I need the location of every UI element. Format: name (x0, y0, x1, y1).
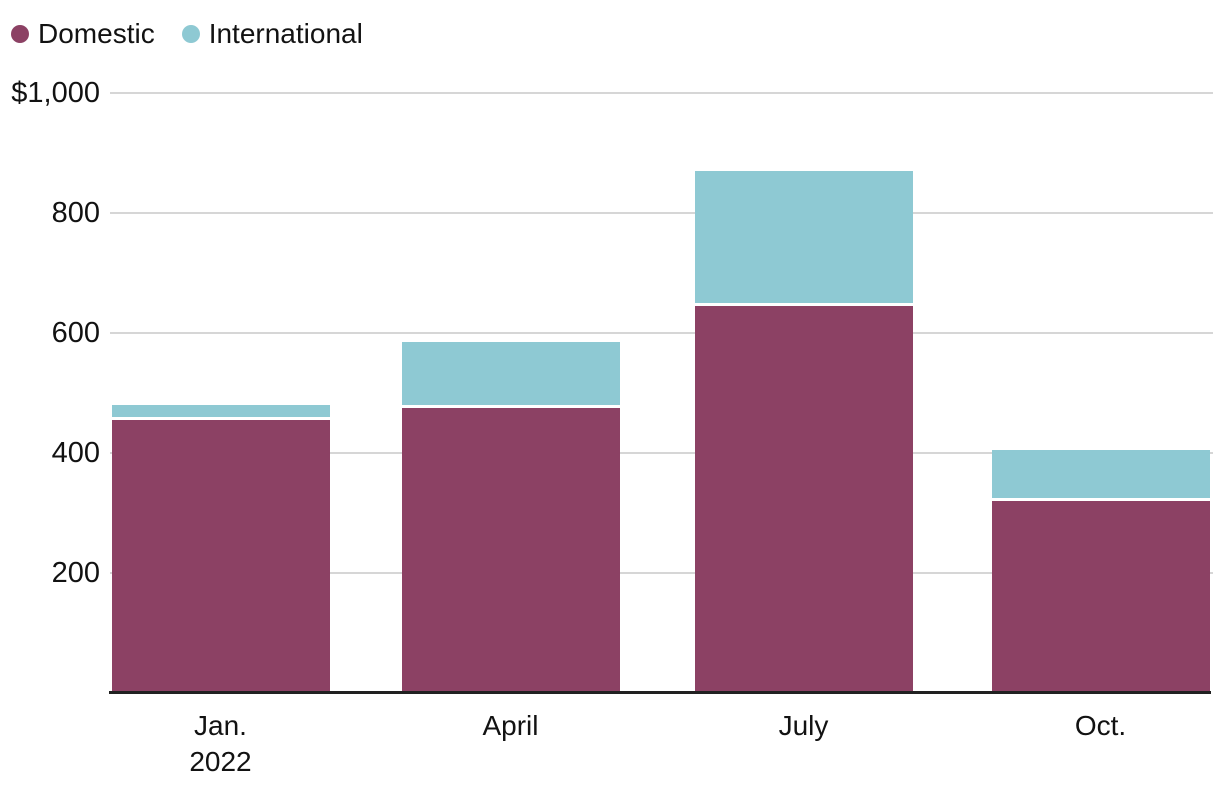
bar-domestic-oct (991, 501, 1210, 693)
x-tick-label-april: April (482, 710, 539, 741)
legend-swatch-icon (181, 24, 200, 43)
gridline-400 (110, 452, 1213, 454)
bar-international-july (694, 171, 913, 306)
gridline-200 (110, 572, 1213, 574)
y-tick-label-800: 800 (51, 197, 100, 229)
legend-item-domestic: Domestic (11, 17, 155, 50)
bar-international-jan (111, 405, 330, 420)
x-axis-line (109, 691, 1211, 694)
bar-domestic-july (694, 306, 913, 693)
gridline-800 (110, 212, 1213, 214)
bar-domestic-april (401, 408, 620, 693)
y-tick-label-400: 400 (51, 437, 100, 469)
y-tick-label-200: 200 (51, 557, 100, 589)
y-tick-label-1000: $1,000 (11, 77, 100, 109)
legend-label: Domestic (38, 18, 155, 49)
legend-label: International (208, 18, 363, 49)
legend-item-international: International (181, 17, 363, 50)
gridline-600 (110, 332, 1213, 334)
bar-international-april (401, 342, 620, 408)
bar-domestic-jan (111, 420, 330, 693)
gridline-1000 (110, 92, 1213, 94)
x-tick-label-jan: Jan. 2022 (189, 710, 252, 777)
x-tick-label-oct: Oct. (1074, 710, 1127, 741)
y-tick-label-600: 600 (51, 317, 100, 349)
legend-swatch-icon (11, 24, 29, 43)
bar-international-oct (991, 450, 1210, 501)
x-tick-label-july: July (778, 710, 829, 741)
legend: Domestic International (11, 17, 363, 50)
